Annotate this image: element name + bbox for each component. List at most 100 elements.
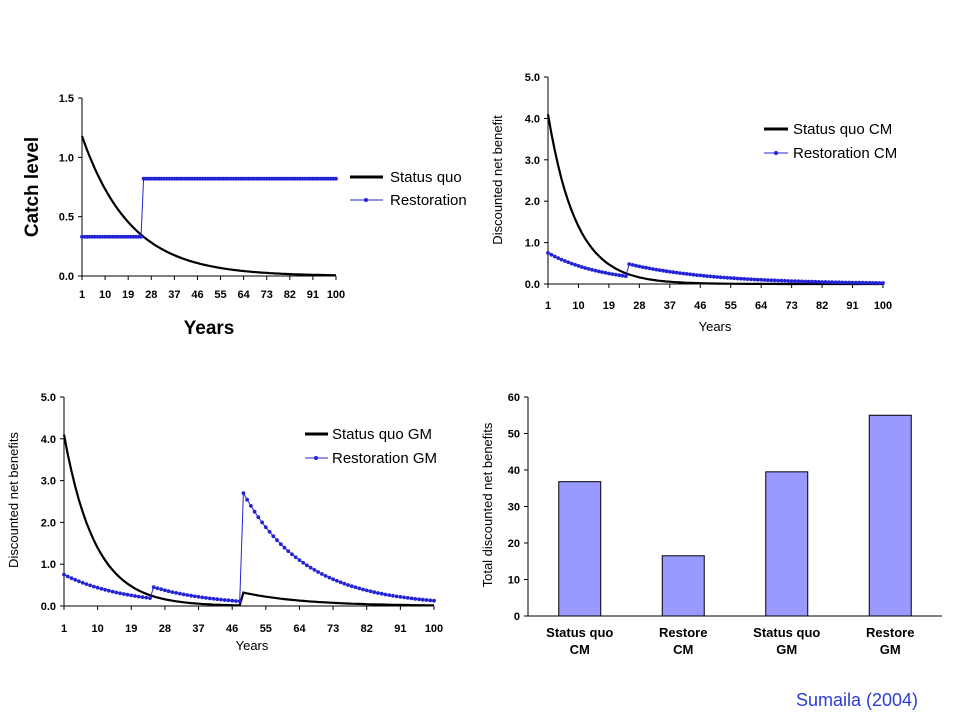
data-point — [323, 176, 328, 181]
data-point — [552, 254, 557, 259]
x-tick-label: 28 — [159, 623, 171, 635]
legend-marker-restoration-cm — [774, 151, 778, 155]
data-point — [297, 558, 302, 562]
data-point — [204, 596, 208, 600]
citation: Sumaila (2004) — [795, 690, 918, 710]
data-point — [110, 589, 115, 594]
data-point — [73, 577, 78, 582]
data-point — [131, 234, 136, 239]
data-point — [755, 277, 760, 282]
category-label: Status quo — [546, 625, 613, 640]
data-point — [749, 277, 753, 282]
x-tick-label: 10 — [99, 289, 111, 301]
data-point — [827, 280, 831, 284]
data-point — [207, 596, 212, 601]
y-tick-label: 40 — [508, 465, 520, 477]
data-point — [620, 273, 625, 278]
data-point — [244, 176, 249, 181]
y-tick-label: 0 — [514, 611, 520, 623]
data-point — [182, 176, 187, 181]
data-point — [326, 176, 331, 181]
x-tick-label: 1 — [79, 289, 85, 301]
x-tick-label: 64 — [755, 300, 768, 312]
data-point — [159, 176, 164, 181]
data-point — [175, 176, 179, 181]
bar — [558, 481, 602, 617]
legend-marker-restoration — [364, 198, 368, 202]
data-point — [259, 176, 264, 181]
data-point — [177, 176, 182, 181]
series-line-restoration — [82, 178, 336, 238]
data-point — [398, 595, 403, 599]
data-point — [695, 273, 699, 277]
data-point — [286, 549, 291, 553]
y-tick-label: 2.0 — [525, 196, 540, 208]
data-point — [789, 279, 794, 283]
data-point — [563, 259, 567, 263]
data-point — [80, 234, 84, 239]
data-point — [776, 278, 780, 283]
data-point — [752, 277, 757, 282]
data-point — [688, 272, 692, 277]
data-point — [133, 594, 137, 598]
data-point — [69, 576, 74, 581]
data-point — [546, 251, 550, 255]
bar — [868, 414, 912, 617]
data-point — [287, 176, 292, 181]
x-axis-label: Years — [184, 318, 235, 339]
plot-area — [80, 135, 338, 277]
data-point — [586, 267, 591, 271]
data-point — [236, 176, 241, 181]
data-point — [136, 594, 141, 599]
data-point — [108, 234, 113, 239]
data-point — [799, 279, 804, 284]
data-point — [249, 176, 254, 181]
data-point — [847, 280, 852, 285]
data-point — [732, 276, 736, 281]
data-point — [837, 280, 841, 285]
data-point — [681, 271, 686, 276]
data-point — [316, 570, 320, 574]
data-point — [870, 281, 875, 285]
data-point — [226, 176, 231, 181]
data-point — [282, 176, 287, 181]
data-point — [833, 280, 838, 285]
x-tick-label: 28 — [633, 300, 645, 312]
data-point — [320, 572, 324, 576]
data-point — [428, 598, 433, 603]
x-tick-label: 37 — [192, 623, 204, 635]
data-point — [198, 176, 202, 181]
data-point — [820, 280, 824, 284]
data-point — [189, 593, 194, 598]
y-axis-label: Discounted net benefit — [490, 115, 505, 245]
data-point — [745, 277, 750, 281]
bar — [765, 471, 809, 617]
data-point — [121, 592, 126, 596]
y-axis-label: Total discounted net benefits — [480, 422, 495, 587]
x-tick-label: 10 — [92, 623, 104, 635]
legend: Status quo GM Restoration GM — [305, 426, 437, 467]
data-point — [185, 593, 190, 597]
data-point — [661, 268, 665, 273]
x-tick-label: 19 — [122, 289, 134, 301]
data-point — [735, 276, 740, 281]
data-point — [630, 263, 635, 267]
category-label: Status quo — [753, 625, 820, 640]
data-point — [116, 234, 120, 239]
data-point — [559, 257, 564, 262]
data-point — [417, 597, 421, 602]
data-point — [391, 593, 395, 598]
data-point — [139, 234, 143, 239]
data-point — [193, 176, 197, 181]
data-point — [600, 270, 604, 274]
x-tick-label: 55 — [725, 300, 737, 312]
data-point — [331, 176, 336, 181]
data-point — [405, 596, 410, 600]
data-point — [200, 595, 205, 600]
data-point — [857, 280, 862, 285]
data-point — [372, 590, 377, 595]
category-label: CM — [673, 642, 693, 657]
data-point — [170, 590, 175, 594]
